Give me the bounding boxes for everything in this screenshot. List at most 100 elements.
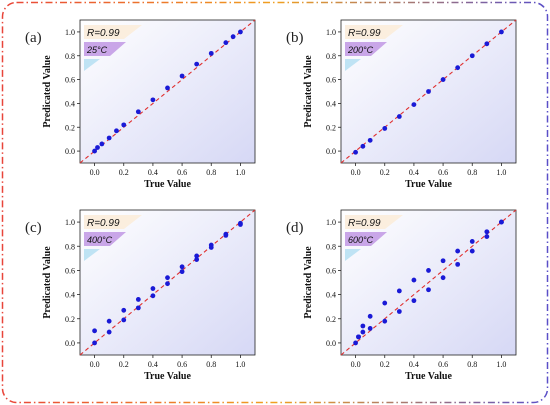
data-point — [440, 258, 446, 264]
data-point — [440, 275, 446, 281]
x-tick-label: 0.8 — [206, 360, 216, 369]
y-tick-label: 0.6 — [65, 76, 75, 85]
data-point — [208, 245, 214, 250]
y-tick-label: 0.6 — [326, 76, 336, 85]
y-axis-title: Predicated Value — [303, 55, 314, 128]
x-tick-label: 0.8 — [467, 360, 477, 369]
y-tick-label: 0.4 — [326, 99, 336, 108]
data-point — [165, 281, 170, 287]
r-value-label: R=0.99 — [348, 218, 381, 229]
x-tick-label: 0.6 — [438, 168, 448, 177]
badge-swatch — [345, 59, 361, 71]
x-tick-label: 0.6 — [177, 168, 187, 177]
data-point — [469, 248, 475, 254]
r-value-label: R=0.99 — [87, 28, 120, 39]
data-series-1 — [353, 29, 504, 155]
y-tick-label: 1.0 — [326, 218, 336, 227]
data-point — [194, 61, 200, 67]
x-tick-label: 0.8 — [206, 168, 216, 177]
data-point — [135, 109, 141, 115]
data-point — [106, 135, 112, 141]
data-point — [95, 145, 100, 150]
temperature-label: 200°C — [347, 45, 374, 55]
y-tick-label: 0.0 — [326, 339, 336, 348]
data-series-2 — [92, 222, 243, 346]
temperature-badge-background — [345, 232, 387, 246]
data-point — [92, 340, 97, 346]
y-tick-label: 0.8 — [65, 52, 75, 61]
x-tick-label: 0.6 — [177, 360, 187, 369]
temperature-badge-background — [84, 42, 126, 56]
y-axis-title: Predicated Value — [303, 246, 314, 319]
x-tick-label: 1.0 — [235, 360, 245, 369]
x-axis-title: True Value — [405, 371, 452, 382]
data-series-2 — [353, 219, 504, 346]
x-tick-label: 0.0 — [90, 168, 100, 177]
badge-swatch — [84, 59, 100, 71]
y-tick-label: 0.2 — [65, 123, 75, 132]
panel-letter: (a) — [25, 30, 42, 46]
data-point — [150, 293, 156, 299]
data-point — [230, 34, 236, 40]
r-badge-background — [345, 25, 403, 39]
data-point — [382, 318, 388, 324]
data-point — [426, 287, 431, 293]
y-tick-label: 0.6 — [65, 266, 75, 275]
y-tick-label: 1.0 — [326, 28, 336, 37]
data-point — [223, 40, 229, 46]
temperature-badge-background — [345, 42, 387, 56]
x-tick-label: 0.4 — [409, 168, 419, 177]
y-axis-title: Predicated Value — [42, 55, 53, 128]
data-point — [396, 288, 402, 294]
y-tick-label: 0.2 — [65, 315, 75, 324]
x-tick-label: 0.0 — [351, 360, 361, 369]
data-point — [484, 229, 490, 235]
data-point — [99, 141, 105, 147]
data-point — [382, 126, 388, 131]
data-point — [411, 298, 417, 304]
panel-letter: (b) — [286, 30, 304, 46]
data-point — [194, 253, 200, 259]
r-value-label: R=0.99 — [348, 28, 381, 39]
data-point — [360, 329, 366, 335]
r-value-label: R=0.99 — [87, 218, 120, 229]
data-point — [499, 29, 504, 35]
data-point — [455, 65, 461, 71]
data-point — [114, 128, 119, 134]
r-badge-background — [345, 215, 403, 229]
panel-letter: (d) — [286, 220, 304, 236]
data-point — [353, 340, 358, 346]
x-axis-title: True Value — [405, 179, 452, 190]
badge-swatch — [84, 249, 100, 261]
data-point — [165, 85, 170, 91]
x-tick-label: 0.4 — [409, 360, 419, 369]
temperature-badge-background — [84, 232, 126, 246]
data-point — [367, 313, 373, 319]
chart-panel-1: (a) 0.0 0.2 0.4 0.6 0.8 1.0 0.0 0.2 0.4 0.6 0.8 1.0 T… — [25, 19, 256, 190]
x-tick-label: 1.0 — [496, 360, 506, 369]
x-axis-title: True Value — [144, 179, 191, 190]
data-point — [150, 286, 156, 291]
data-point — [135, 305, 141, 311]
r-badge-background — [84, 215, 142, 229]
data-point — [121, 307, 127, 313]
y-tick-label: 0.8 — [326, 242, 336, 251]
y-axis-title: Predicated Value — [42, 246, 53, 319]
panel-letter: (c) — [25, 220, 42, 236]
panels: (a) 0.0 0.2 0.4 0.6 0.8 1.0 0.0 0.2 0.4 0.6 0.8 1.0 T… — [25, 19, 517, 382]
x-tick-label: 0.8 — [467, 168, 477, 177]
temperature-label: 600°C — [348, 235, 374, 245]
data-point — [179, 269, 185, 275]
data-point — [367, 137, 373, 143]
x-tick-label: 0.2 — [119, 360, 129, 369]
data-point — [238, 222, 243, 227]
temperature-label: 25°C — [86, 45, 108, 55]
data-point — [179, 264, 185, 270]
y-tick-label: 0.8 — [65, 242, 75, 251]
y-tick-label: 0.4 — [326, 291, 336, 300]
data-point — [106, 318, 112, 324]
y-tick-label: 0.0 — [326, 147, 336, 156]
y-tick-label: 0.0 — [65, 147, 75, 156]
